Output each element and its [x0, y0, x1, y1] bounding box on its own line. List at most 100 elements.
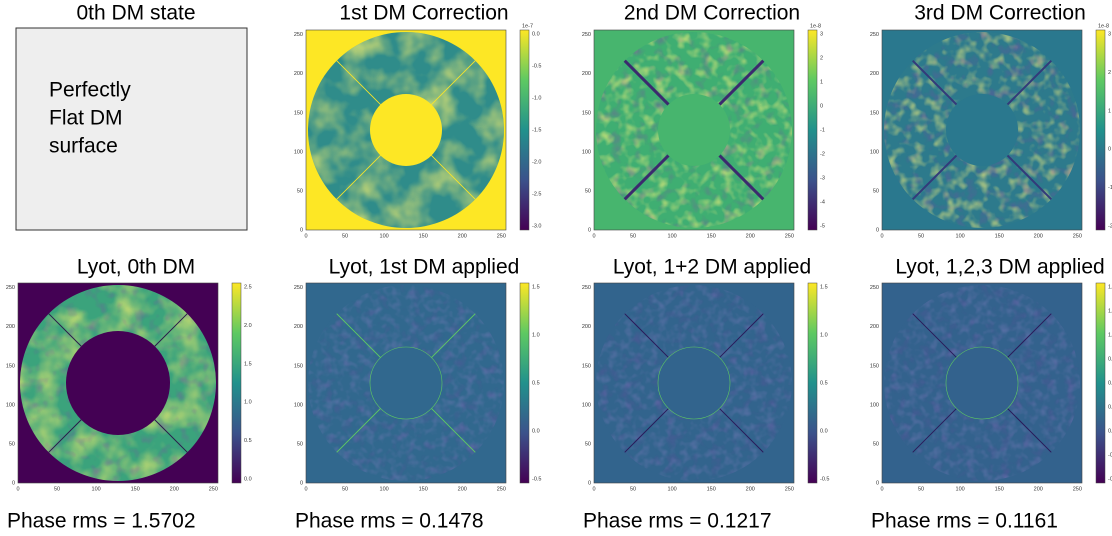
- note-line: Flat DM: [49, 107, 123, 130]
- y-tick-label: 0: [300, 227, 303, 233]
- spider-vane: [912, 313, 957, 358]
- spider-vane: [336, 155, 381, 200]
- y-tick-label: 200: [582, 71, 591, 77]
- spider-vane: [624, 408, 669, 453]
- panel-title: Lyot, 1,2,3 DM applied: [895, 256, 1104, 279]
- spider-vane: [911, 154, 958, 201]
- spider-vane: [624, 313, 669, 358]
- colorbar-tick-label: 0.0: [532, 31, 540, 37]
- colorbar-tick-label: 0.0: [244, 476, 252, 482]
- spider-vane: [1007, 313, 1052, 358]
- map-frame: [881, 282, 1083, 484]
- y-tick-label: 0: [300, 480, 303, 486]
- x-tick-label: 100: [92, 486, 101, 492]
- central-obscuration: [369, 346, 443, 420]
- y-tick-label: 250: [582, 32, 591, 38]
- phase-map: [305, 29, 507, 231]
- colorbar-tick-label: -0.5: [820, 476, 829, 482]
- x-tick-label: 0: [304, 486, 307, 492]
- colorbar: [807, 282, 818, 484]
- x-tick-label: 50: [342, 486, 348, 492]
- colorbar-tick-label: 0.5: [244, 438, 252, 444]
- central-obscuration: [370, 94, 442, 166]
- x-tick-label: 100: [956, 233, 965, 239]
- y-tick-label: 250: [870, 285, 879, 291]
- y-tick-label: 100: [294, 149, 303, 155]
- colorbar-tick-label: -2.0: [532, 159, 541, 165]
- y-tick-label: 50: [297, 441, 303, 447]
- x-tick-label: 200: [170, 486, 179, 492]
- y-tick-label: 0: [12, 480, 15, 486]
- colorbar-tick-label: 2.5: [244, 284, 252, 290]
- colorbar-tick-label: 1.5: [820, 284, 828, 290]
- y-tick-label: 200: [870, 324, 879, 330]
- phase-map: [593, 29, 795, 231]
- colorbar-tick-label: 3: [820, 31, 823, 37]
- y-tick-label: 250: [294, 285, 303, 291]
- x-tick-label: 0: [592, 233, 595, 239]
- y-tick-label: 50: [9, 441, 15, 447]
- colorbar-tick-label: 1.5: [244, 361, 252, 367]
- panel-title: 0th DM state: [76, 2, 195, 25]
- x-tick-label: 250: [785, 233, 794, 239]
- y-tick-label: 200: [582, 324, 591, 330]
- panel-title: 3rd DM Correction: [914, 2, 1086, 25]
- colorbar-tick-label: -0.50: [1108, 476, 1112, 482]
- colorbar-tick-label: -2: [820, 151, 825, 157]
- phase-map: [17, 282, 219, 484]
- y-tick-label: 200: [294, 324, 303, 330]
- y-tick-label: 0: [876, 480, 879, 486]
- phase-rms-caption: Phase rms = 0.1217: [583, 510, 772, 533]
- colorbar-tick-label: -2.5: [532, 191, 541, 197]
- spider-vane: [154, 313, 188, 347]
- x-tick-label: 0: [592, 486, 595, 492]
- phase-map: [305, 282, 507, 484]
- y-tick-label: 150: [870, 363, 879, 369]
- colorbar-tick-label: 0: [1108, 147, 1111, 153]
- spider-vane: [718, 59, 765, 106]
- y-tick-label: 50: [873, 441, 879, 447]
- phase-map: [881, 29, 1083, 231]
- panel-title: 2nd DM Correction: [624, 2, 800, 25]
- colorbar-tick-label: 0.5: [532, 380, 540, 386]
- x-tick-label: 50: [54, 486, 60, 492]
- map-frame: [593, 29, 795, 231]
- colorbar-tick-label: 1.0: [532, 332, 540, 338]
- map-frame: [593, 282, 795, 484]
- spider-vane: [336, 313, 381, 358]
- x-tick-label: 200: [458, 486, 467, 492]
- x-tick-label: 150: [995, 486, 1004, 492]
- x-tick-label: 200: [1034, 233, 1043, 239]
- colorbar-tick-label: -1: [1108, 185, 1112, 191]
- spider-vane: [431, 408, 476, 453]
- colorbar-tick-label: 0: [820, 103, 823, 109]
- colorbar: [1095, 29, 1106, 231]
- spider-vane: [154, 419, 188, 453]
- y-tick-label: 200: [6, 324, 15, 330]
- x-tick-label: 250: [209, 486, 218, 492]
- colorbar-tick-label: 0.25: [1108, 404, 1112, 410]
- flat-dm-box: [15, 27, 248, 231]
- y-tick-label: 100: [870, 149, 879, 155]
- x-tick-label: 0: [880, 486, 883, 492]
- colorbar-tick-label: -0.25: [1108, 452, 1112, 458]
- y-tick-label: 50: [585, 441, 591, 447]
- y-tick-label: 150: [582, 110, 591, 116]
- colorbar-scale: 1e-7: [522, 23, 533, 29]
- colorbar: [231, 282, 242, 484]
- x-tick-label: 250: [497, 486, 506, 492]
- colorbar-tick-label: 1.0: [820, 332, 828, 338]
- central-obscuration: [945, 346, 1019, 420]
- central-obscuration: [946, 94, 1018, 166]
- spider-vane: [623, 59, 670, 106]
- colorbar: [1095, 282, 1106, 484]
- x-tick-label: 0: [880, 233, 883, 239]
- spider-vane: [719, 313, 764, 358]
- x-tick-label: 50: [342, 233, 348, 239]
- x-tick-label: 150: [707, 486, 716, 492]
- panel-title: Lyot, 1st DM applied: [329, 256, 520, 279]
- map-frame: [305, 282, 507, 484]
- y-tick-label: 250: [6, 285, 15, 291]
- colorbar-tick-label: -1.5: [532, 127, 541, 133]
